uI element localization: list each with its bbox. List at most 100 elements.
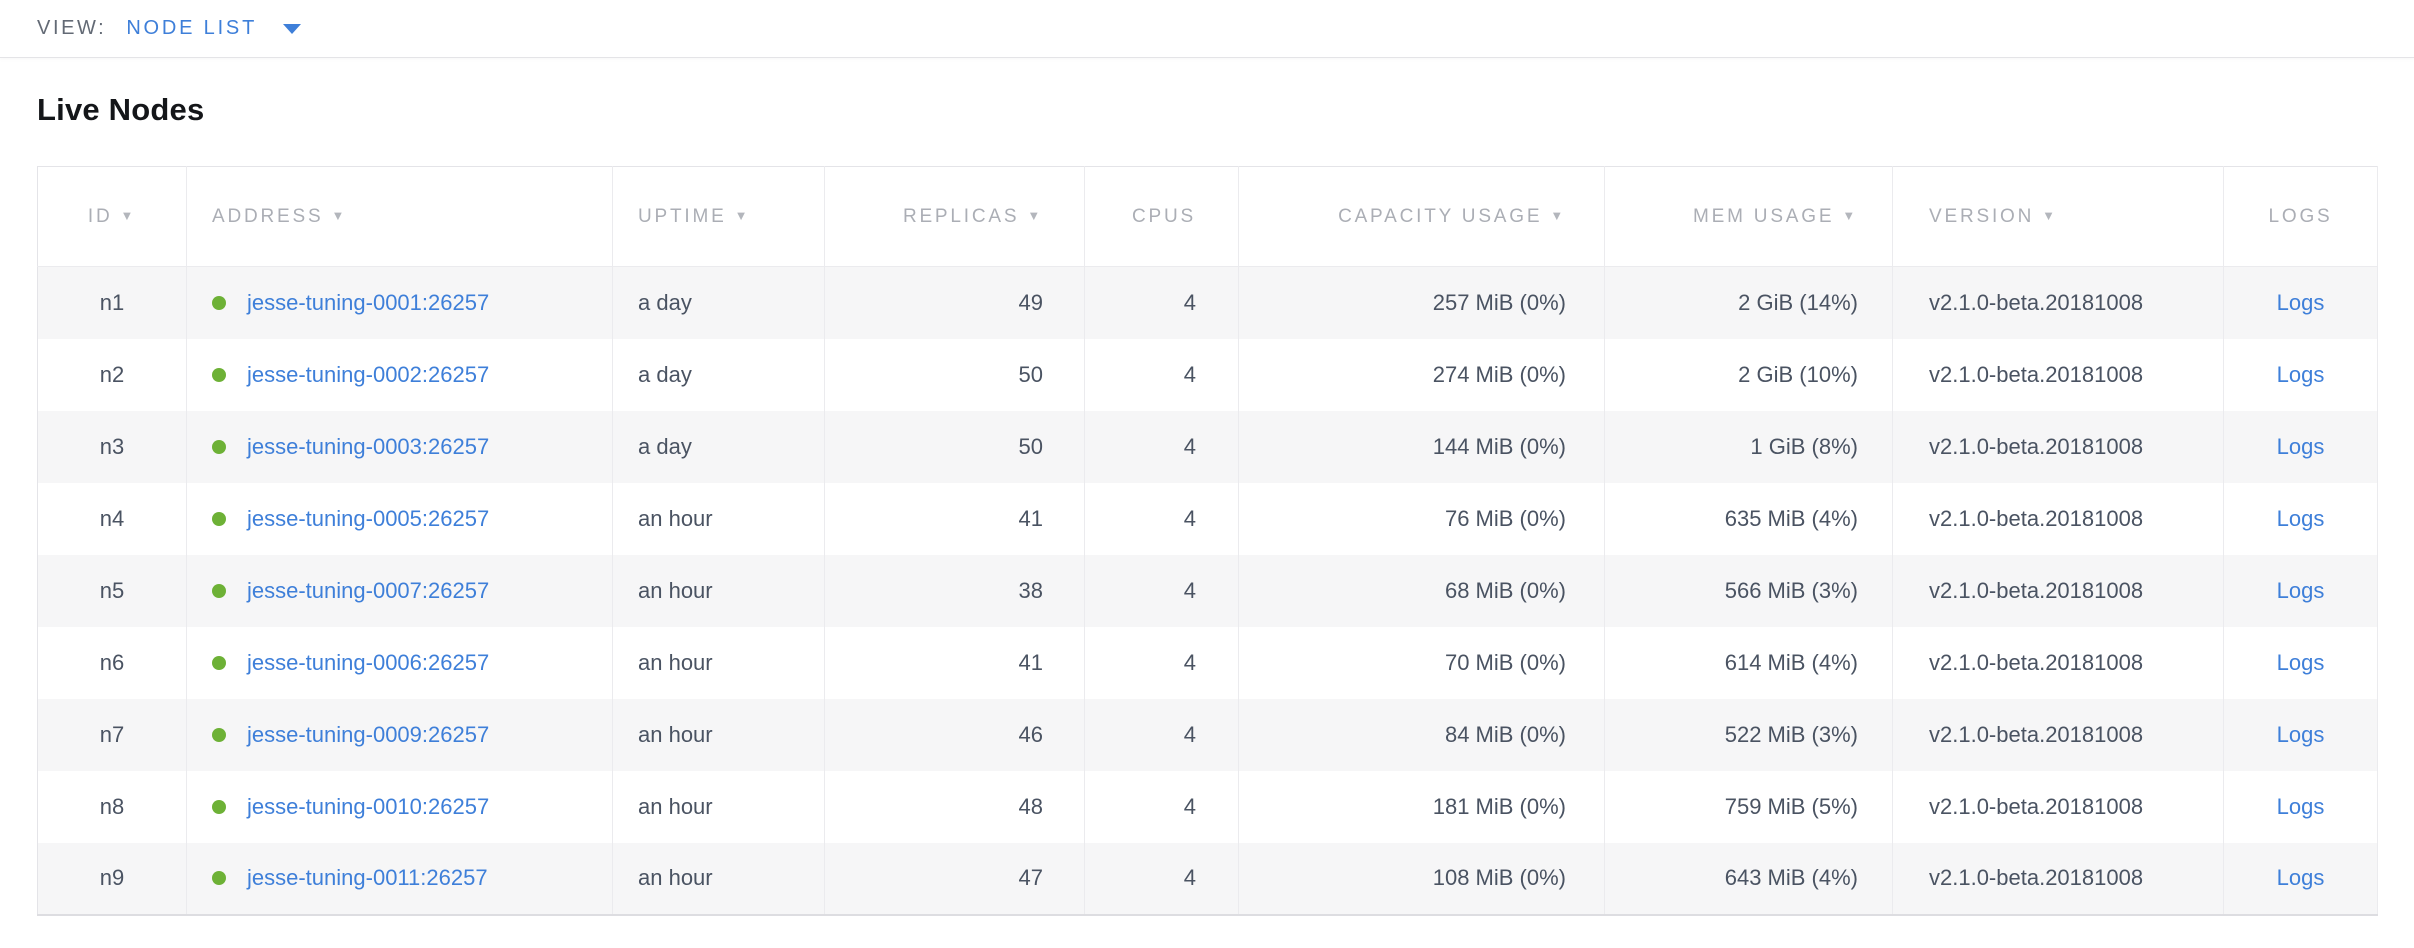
node-logs-link[interactable]: Logs bbox=[2276, 433, 2325, 459]
node-capacity-usage-cell: 274 MiB (0%) bbox=[1238, 338, 1605, 411]
node-mem-usage-cell: 2 GiB (14%) bbox=[1604, 266, 1893, 339]
node-version-cell: v2.1.0-beta.20181008 bbox=[1892, 770, 2224, 843]
column-header-label: CPUS bbox=[1132, 205, 1196, 227]
node-uptime-cell: an hour bbox=[612, 482, 825, 555]
node-id-cell: n6 bbox=[37, 626, 187, 699]
node-uptime-cell: an hour bbox=[612, 842, 825, 915]
node-cpus-cell: 4 bbox=[1084, 770, 1239, 843]
node-address-cell: jesse-tuning-0010:26257 bbox=[186, 770, 613, 843]
node-logs-link[interactable]: Logs bbox=[2276, 865, 2325, 890]
column-header-mem-usage[interactable]: MEM USAGE ▼ bbox=[1604, 166, 1893, 267]
node-address-link[interactable]: jesse-tuning-0010:26257 bbox=[247, 793, 490, 819]
column-header-label: REPLICAS bbox=[902, 205, 1020, 227]
node-uptime-cell: a day bbox=[612, 266, 825, 339]
node-id-cell: n9 bbox=[37, 842, 187, 915]
node-uptime-cell: an hour bbox=[612, 770, 825, 843]
node-mem-usage-cell: 614 MiB (4%) bbox=[1604, 626, 1893, 699]
node-capacity-usage-cell: 76 MiB (0%) bbox=[1238, 482, 1605, 555]
node-capacity-usage-cell: 257 MiB (0%) bbox=[1238, 266, 1605, 339]
node-address-link[interactable]: jesse-tuning-0007:26257 bbox=[247, 577, 490, 603]
node-address-link[interactable]: jesse-tuning-0005:26257 bbox=[247, 505, 490, 531]
node-address-cell: jesse-tuning-0011:26257 bbox=[186, 842, 613, 915]
node-address-link[interactable]: jesse-tuning-0011:26257 bbox=[247, 865, 488, 890]
live-nodes-table: ID ▼ ADDRESS ▼ UPTIME ▼ REPLICAS ▼ CPUS CAPA… bbox=[37, 166, 2378, 916]
node-logs-link[interactable]: Logs bbox=[2276, 505, 2325, 531]
node-address-cell: jesse-tuning-0009:26257 bbox=[186, 698, 613, 771]
node-live-status-icon bbox=[212, 583, 226, 598]
node-address-link[interactable]: jesse-tuning-0003:26257 bbox=[247, 433, 490, 459]
node-capacity-usage-cell: 84 MiB (0%) bbox=[1238, 698, 1605, 771]
column-header-label: MEM USAGE bbox=[1693, 205, 1835, 227]
node-address-link[interactable]: jesse-tuning-0001:26257 bbox=[247, 289, 490, 315]
node-logs-link[interactable]: Logs bbox=[2276, 721, 2325, 747]
node-replicas-cell: 48 bbox=[824, 770, 1085, 843]
node-uptime-cell: an hour bbox=[612, 554, 825, 627]
node-version-cell: v2.1.0-beta.20181008 bbox=[1892, 554, 2224, 627]
node-logs-cell: Logs bbox=[2223, 338, 2378, 411]
live-nodes-section: ID ▼ ADDRESS ▼ UPTIME ▼ REPLICAS ▼ CPUS CAPA… bbox=[37, 166, 2378, 916]
column-header-capacity-usage[interactable]: CAPACITY USAGE ▼ bbox=[1238, 166, 1605, 267]
table-row: n4 jesse-tuning-0005:26257 an hour 41 4 … bbox=[37, 482, 2378, 555]
node-id-cell: n7 bbox=[37, 698, 187, 771]
column-header-uptime[interactable]: UPTIME ▼ bbox=[612, 166, 825, 267]
table-row: n9 jesse-tuning-0011:26257 an hour 47 4 … bbox=[37, 842, 2378, 915]
node-cpus-cell: 4 bbox=[1084, 626, 1239, 699]
node-mem-usage-cell: 643 MiB (4%) bbox=[1604, 842, 1893, 915]
node-live-status-icon bbox=[212, 295, 226, 310]
node-logs-link[interactable]: Logs bbox=[2276, 361, 2325, 387]
node-live-status-icon bbox=[212, 367, 226, 382]
column-header-replicas[interactable]: REPLICAS ▼ bbox=[824, 166, 1085, 267]
node-address-cell: jesse-tuning-0002:26257 bbox=[186, 338, 613, 411]
node-cpus-cell: 4 bbox=[1084, 698, 1239, 771]
node-address-link[interactable]: jesse-tuning-0009:26257 bbox=[247, 721, 490, 747]
view-dropdown[interactable]: NODE LIST bbox=[126, 17, 302, 40]
node-address-link[interactable]: jesse-tuning-0006:26257 bbox=[247, 649, 490, 675]
sort-arrow-icon: ▼ bbox=[1550, 207, 1566, 223]
node-logs-cell: Logs bbox=[2223, 266, 2378, 339]
node-capacity-usage-cell: 70 MiB (0%) bbox=[1238, 626, 1605, 699]
column-header-version[interactable]: VERSION ▼ bbox=[1892, 166, 2224, 267]
node-live-status-icon bbox=[212, 439, 226, 454]
node-capacity-usage-cell: 108 MiB (0%) bbox=[1238, 842, 1605, 915]
node-replicas-cell: 49 bbox=[824, 266, 1085, 339]
node-logs-cell: Logs bbox=[2223, 554, 2378, 627]
column-header-logs: LOGS bbox=[2223, 166, 2378, 267]
column-header-id[interactable]: ID ▼ bbox=[37, 166, 187, 267]
node-cpus-cell: 4 bbox=[1084, 842, 1239, 915]
node-replicas-cell: 38 bbox=[824, 554, 1085, 627]
node-id-cell: n4 bbox=[37, 482, 187, 555]
column-header-label: VERSION bbox=[1929, 205, 2035, 227]
column-header-label: CAPACITY USAGE bbox=[1338, 205, 1543, 227]
table-row: n6 jesse-tuning-0006:26257 an hour 41 4 … bbox=[37, 626, 2378, 699]
node-mem-usage-cell: 635 MiB (4%) bbox=[1604, 482, 1893, 555]
node-logs-link[interactable]: Logs bbox=[2276, 793, 2325, 819]
sort-arrow-icon: ▼ bbox=[1842, 207, 1858, 223]
node-version-cell: v2.1.0-beta.20181008 bbox=[1892, 698, 2224, 771]
node-address-cell: jesse-tuning-0001:26257 bbox=[186, 266, 613, 339]
column-header-address[interactable]: ADDRESS ▼ bbox=[186, 166, 613, 267]
node-id-cell: n1 bbox=[37, 266, 187, 339]
node-replicas-cell: 50 bbox=[824, 410, 1085, 483]
node-cpus-cell: 4 bbox=[1084, 554, 1239, 627]
table-body: n1 jesse-tuning-0001:26257 a day 49 4 25… bbox=[37, 266, 2378, 915]
node-id-cell: n5 bbox=[37, 554, 187, 627]
node-replicas-cell: 47 bbox=[824, 842, 1085, 915]
node-cpus-cell: 4 bbox=[1084, 266, 1239, 339]
node-logs-link[interactable]: Logs bbox=[2276, 289, 2325, 315]
node-logs-link[interactable]: Logs bbox=[2276, 649, 2325, 675]
view-selector-bar: VIEW: NODE LIST bbox=[0, 0, 2414, 58]
node-logs-cell: Logs bbox=[2223, 482, 2378, 555]
node-uptime-cell: an hour bbox=[612, 626, 825, 699]
node-live-status-icon bbox=[212, 727, 226, 742]
node-version-cell: v2.1.0-beta.20181008 bbox=[1892, 626, 2224, 699]
view-label: VIEW: bbox=[37, 17, 107, 39]
table-row: n7 jesse-tuning-0009:26257 an hour 46 4 … bbox=[37, 698, 2378, 771]
node-logs-cell: Logs bbox=[2223, 626, 2378, 699]
node-logs-link[interactable]: Logs bbox=[2276, 577, 2325, 603]
node-address-link[interactable]: jesse-tuning-0002:26257 bbox=[247, 361, 490, 387]
node-id-cell: n8 bbox=[37, 770, 187, 843]
node-replicas-cell: 41 bbox=[824, 482, 1085, 555]
node-live-status-icon bbox=[212, 655, 226, 670]
chevron-down-icon bbox=[283, 23, 302, 34]
table-row: n8 jesse-tuning-0010:26257 an hour 48 4 … bbox=[37, 770, 2378, 843]
